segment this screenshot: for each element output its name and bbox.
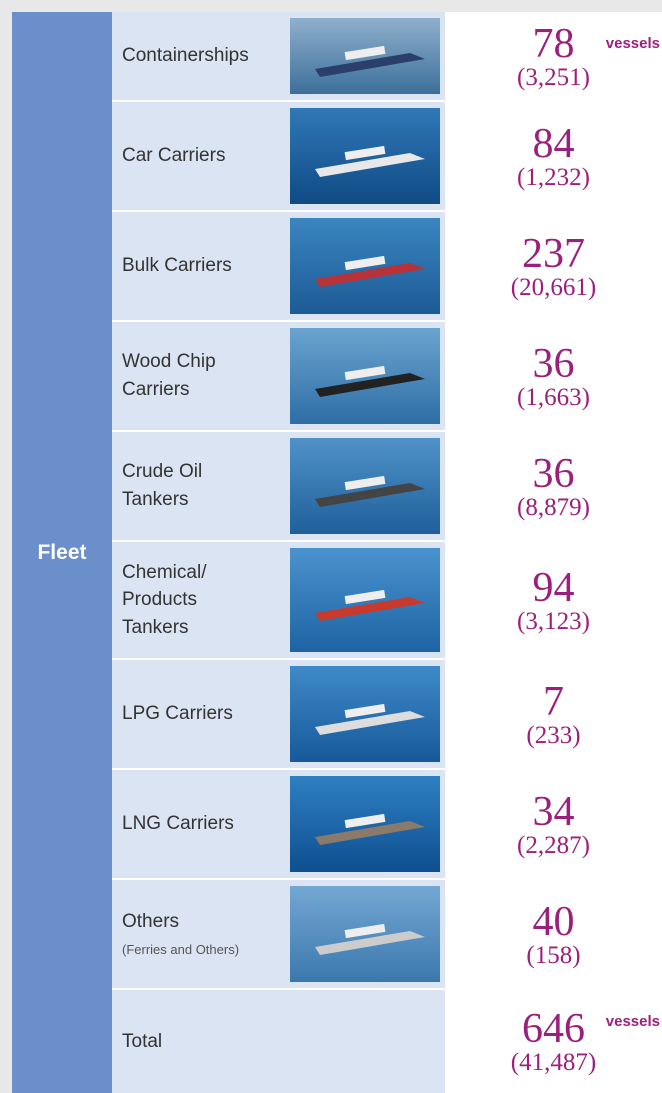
capacity: (1,232) [517, 163, 590, 191]
vessel-count: 7 [543, 678, 564, 725]
value-cell: 40 (158) [445, 880, 662, 988]
fleet-row: Crude Oil Tankers 36 (8,879) [112, 432, 662, 542]
category-line: LPG Carriers [122, 703, 233, 725]
category: Total [112, 990, 445, 1093]
vessel-count: 84 [532, 120, 575, 167]
fleet-row: Car Carriers 84 (1,232) [112, 102, 662, 212]
capacity: (2,287) [517, 831, 590, 859]
fleet-header: Fleet [12, 12, 112, 1093]
fleet-row: Bulk Carriers 237 (20,661) [112, 212, 662, 322]
fleet-row: Others (Ferries and Others) 40 (158) [112, 880, 662, 990]
category-line: Containerships [122, 45, 249, 67]
vessel-count: 36 [532, 340, 575, 387]
capacity: (3,251) [517, 63, 590, 91]
ship-image [285, 880, 445, 988]
total-row: Total 646 (41,487) vessels [112, 990, 662, 1093]
category-line: Wood Chip [122, 351, 216, 373]
category-note: (Ferries and Others) [122, 942, 240, 958]
category-line: Chemical/ [122, 561, 207, 583]
capacity: (41,487) [510, 1049, 597, 1076]
capacity: (8,879) [517, 493, 590, 521]
capacity: (233) [526, 721, 581, 749]
category: Chemical/Products Tankers [112, 542, 285, 658]
ship-image [285, 660, 445, 768]
ship-image [285, 432, 445, 540]
ship-photo [290, 776, 440, 872]
value-cell: 94 (3,123) [445, 542, 662, 658]
ship-photo [290, 886, 440, 982]
vessel-count: 646 [522, 1006, 585, 1052]
category-line: Car Carriers [122, 145, 226, 167]
fleet-row: LNG Carriers 34 (2,287) [112, 770, 662, 880]
ship-image [285, 212, 445, 320]
total-label: Total [122, 1030, 163, 1052]
value-cell: 34 (2,287) [445, 770, 662, 878]
category-line: Others [122, 910, 180, 932]
fleet-table: Fleet Containerships 78 (3,251) vessels Car … [12, 12, 662, 1093]
value-cell: 646 (41,487) vessels [445, 990, 662, 1093]
value-cell: 237 (20,661) [445, 212, 662, 320]
ship-photo [290, 108, 440, 204]
category-line: Tankers [122, 489, 189, 510]
category: LPG Carriers [112, 660, 285, 768]
category: Crude Oil Tankers [112, 432, 285, 540]
ship-photo [290, 438, 440, 534]
fleet-row: Chemical/Products Tankers 94 (3,123) [112, 542, 662, 660]
ship-image [285, 12, 445, 100]
category: Car Carriers [112, 102, 285, 210]
vessel-count: 36 [532, 450, 575, 497]
capacity: (158) [526, 941, 581, 969]
unit: vessels [605, 1013, 660, 1030]
value-cell: 7 (233) [445, 660, 662, 768]
ship-image [285, 322, 445, 430]
fleet-row: LPG Carriers 7 (233) [112, 660, 662, 770]
capacity: (3,123) [517, 607, 590, 635]
capacity: (20,661) [510, 273, 597, 301]
ship-photo [290, 328, 440, 424]
value-cell: 84 (1,232) [445, 102, 662, 210]
vessel-count: 94 [532, 564, 575, 611]
fleet-row: Wood Chip Carriers 36 (1,663) [112, 322, 662, 432]
category-line: Carriers [122, 379, 190, 400]
category: LNG Carriers [112, 770, 285, 878]
vessel-count: 78 [532, 20, 575, 67]
category-line: Tankers [122, 616, 189, 638]
category: Wood Chip Carriers [112, 322, 285, 430]
ship-image [285, 102, 445, 210]
ship-photo [290, 218, 440, 314]
value-cell: 36 (8,879) [445, 432, 662, 540]
category-line: Bulk Carriers [122, 255, 232, 277]
ship-photo [290, 666, 440, 762]
category: Others (Ferries and Others) [112, 880, 285, 988]
vessel-count: 40 [532, 898, 575, 945]
fleet-row: Containerships 78 (3,251) vessels [112, 12, 662, 102]
ship-photo [290, 548, 440, 652]
rows: Containerships 78 (3,251) vessels Car Carrie… [112, 12, 662, 1093]
value-cell: 36 (1,663) [445, 322, 662, 430]
ship-image [285, 770, 445, 878]
vessel-count: 237 [522, 230, 585, 277]
ship-photo [290, 18, 440, 94]
category-line: Crude Oil [122, 461, 203, 483]
ship-image [285, 542, 445, 658]
capacity: (1,663) [517, 383, 590, 411]
value-cell: 78 (3,251) vessels [445, 12, 662, 100]
unit: vessels [605, 35, 660, 52]
category: Containerships [112, 12, 285, 100]
vessel-count: 34 [532, 788, 575, 835]
category: Bulk Carriers [112, 212, 285, 320]
category-line: Products [122, 589, 197, 611]
category-line: LNG Carriers [122, 813, 234, 835]
